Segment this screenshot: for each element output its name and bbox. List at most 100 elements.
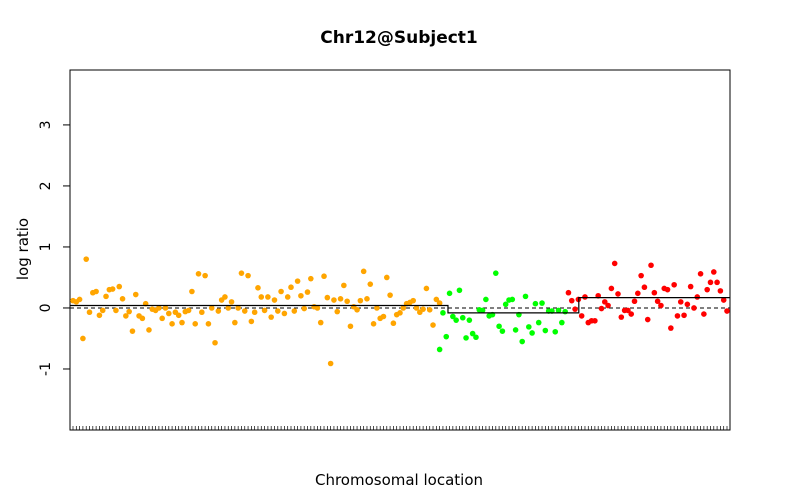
data-point — [473, 334, 479, 341]
data-point — [605, 302, 611, 309]
y-tick-label: 0 — [38, 304, 54, 313]
data-point — [651, 289, 658, 296]
data-point — [99, 307, 106, 314]
data-point — [611, 260, 618, 267]
data-point — [568, 297, 575, 304]
data-point — [308, 275, 314, 282]
data-point — [526, 324, 532, 330]
data-point — [109, 286, 116, 292]
x-axis-ticks — [72, 426, 728, 430]
data-point — [364, 296, 370, 302]
data-point — [347, 323, 354, 330]
data-point — [456, 287, 463, 294]
data-point — [694, 294, 701, 300]
data-points — [70, 256, 730, 367]
data-point — [274, 308, 281, 314]
data-point — [208, 305, 215, 311]
data-point — [126, 308, 132, 315]
data-point — [430, 322, 436, 328]
data-point — [559, 319, 565, 326]
data-point — [638, 272, 644, 279]
data-point — [440, 310, 446, 316]
data-point — [701, 311, 707, 317]
data-point — [80, 335, 86, 342]
data-point — [502, 301, 509, 308]
data-point — [668, 325, 674, 331]
data-point — [327, 360, 334, 367]
data-point — [132, 291, 139, 298]
data-point — [684, 301, 691, 308]
data-point — [119, 296, 126, 302]
data-point — [654, 298, 661, 305]
data-point — [291, 308, 298, 314]
y-axis-label: log ratio — [14, 218, 32, 280]
data-point — [529, 330, 535, 336]
data-point — [354, 306, 360, 313]
data-point — [278, 288, 284, 295]
data-point — [628, 311, 635, 317]
data-point — [552, 328, 559, 335]
data-point — [578, 313, 585, 319]
data-point — [235, 305, 241, 311]
data-point — [139, 315, 146, 322]
data-point — [496, 323, 502, 330]
data-point — [195, 270, 202, 277]
data-point — [383, 274, 390, 281]
data-point — [443, 333, 450, 340]
data-point — [314, 305, 321, 311]
data-point — [341, 282, 347, 289]
data-point — [370, 321, 377, 327]
data-point — [631, 298, 638, 305]
data-point — [562, 308, 568, 315]
data-point — [156, 305, 162, 311]
data-point — [592, 317, 598, 324]
data-point — [522, 293, 529, 300]
data-point — [344, 298, 350, 305]
data-point — [298, 292, 304, 299]
data-point — [284, 294, 291, 300]
data-point — [714, 279, 720, 286]
data-point — [251, 309, 258, 316]
data-point — [129, 328, 136, 334]
data-point — [413, 305, 420, 311]
data-point — [76, 296, 83, 303]
data-point — [717, 288, 724, 294]
data-point — [469, 330, 476, 337]
data-point — [720, 297, 727, 303]
data-point — [113, 307, 119, 314]
data-point — [301, 305, 308, 312]
data-point — [542, 327, 549, 334]
data-point — [704, 286, 710, 293]
data-point — [674, 313, 681, 319]
data-point — [199, 309, 205, 316]
data-point — [185, 307, 192, 314]
data-point — [162, 305, 169, 311]
data-point — [582, 294, 588, 300]
data-point — [212, 339, 218, 346]
data-point — [433, 296, 440, 303]
data-point — [265, 294, 271, 300]
data-point — [357, 297, 364, 304]
data-point — [397, 310, 403, 316]
data-point — [374, 305, 380, 311]
data-point — [238, 270, 245, 276]
data-point — [512, 327, 519, 333]
data-point — [294, 278, 301, 284]
data-point — [677, 299, 684, 305]
data-point — [271, 297, 278, 303]
data-point — [625, 307, 631, 314]
data-point — [687, 283, 694, 290]
data-point — [423, 285, 430, 292]
data-point — [535, 319, 542, 326]
data-point — [671, 281, 677, 288]
y-tick-label: 3 — [38, 120, 54, 129]
data-point — [225, 305, 232, 311]
plot-frame — [69, 69, 731, 431]
data-point — [380, 313, 387, 320]
data-point — [499, 328, 506, 334]
data-point — [232, 319, 238, 326]
data-point — [215, 308, 222, 314]
data-point — [103, 293, 109, 300]
data-point — [555, 307, 562, 314]
data-point — [601, 299, 608, 305]
